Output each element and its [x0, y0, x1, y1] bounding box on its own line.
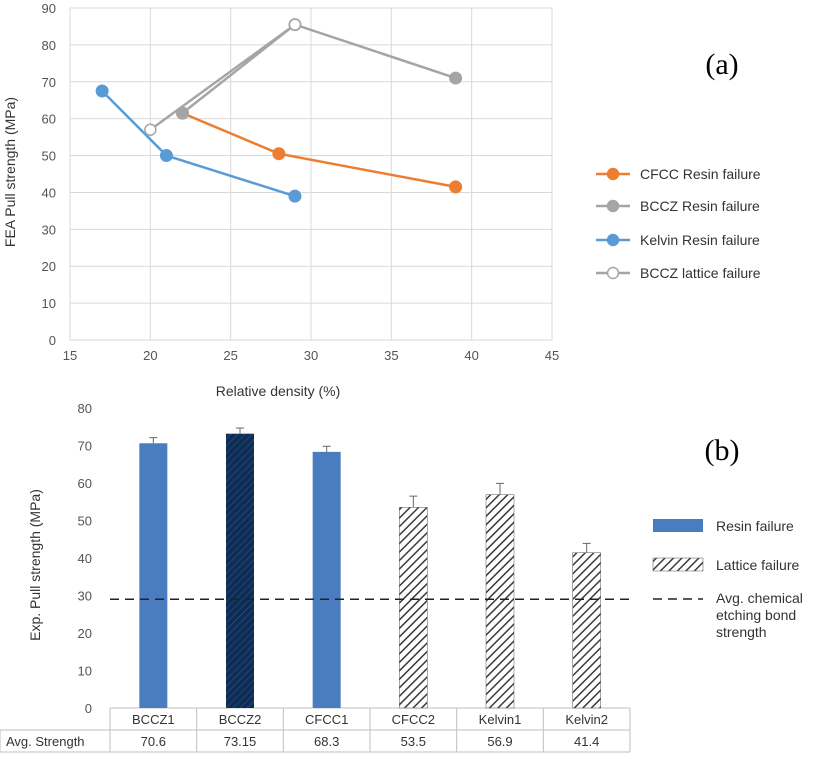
- chart-a-y-axis-label: FEA Pull strength (MPa): [2, 97, 18, 247]
- y-tick-label: 50: [42, 149, 56, 164]
- series-line-4: [149, 23, 296, 131]
- x-tick-label: 20: [143, 348, 157, 363]
- legend-swatch-lattice: [652, 557, 704, 572]
- table-value: 70.6: [141, 734, 166, 749]
- y-tick-label: 20: [42, 259, 56, 274]
- legend-label-line: etching bond: [716, 607, 796, 623]
- x-tick-label: 30: [304, 348, 318, 363]
- y-tick-label: 40: [78, 551, 92, 566]
- y-tick-label: 60: [42, 112, 56, 127]
- table-row-label: Avg. Strength: [6, 734, 85, 749]
- legend-label: Kelvin Resin failure: [640, 232, 760, 248]
- legend-marker: [606, 167, 620, 181]
- y-tick-label: 10: [78, 664, 92, 679]
- legend-label: Resin failure: [716, 518, 794, 534]
- y-tick-label: 70: [42, 75, 56, 90]
- category-label: CFCC1: [305, 712, 348, 727]
- data-point: [95, 84, 109, 98]
- series-line-3: [101, 90, 296, 198]
- chart-b-bars: [139, 427, 601, 709]
- y-tick-label: 60: [78, 476, 92, 491]
- chart-a-tick-labels: 15 20 25 30 35 40 45 0 10 20 30 40 50 60 70 80 90: [42, 1, 560, 363]
- legend-label: BCCZ lattice failure: [640, 265, 761, 281]
- chart-b: 0 10 20 30 40 50 60 70 80 Exp. Pull strength (MP…: [0, 401, 803, 753]
- legend-swatch-resin: [653, 519, 703, 532]
- chart-b-data-table: BCCZ1 70.6 BCCZ2 73.15 CFCC1 68.3 CFCC2 53.5 Kel…: [0, 708, 631, 753]
- x-tick-label: 45: [545, 348, 559, 363]
- chart-a-x-axis-label: Relative density (%): [216, 383, 341, 399]
- data-point: [288, 18, 302, 31]
- data-point: [288, 189, 302, 203]
- table-value: 73.15: [224, 734, 257, 749]
- legend-label: BCCZ Resin failure: [640, 198, 760, 214]
- bar-CFCC2: [399, 507, 428, 709]
- legend-label: CFCC Resin failure: [640, 166, 761, 182]
- y-tick-label: 40: [42, 185, 56, 200]
- category-label: Kelvin1: [479, 712, 522, 727]
- series-line-1: [181, 111, 456, 189]
- legend-label-line: Avg. chemical: [716, 590, 803, 606]
- x-tick-label: 25: [223, 348, 237, 363]
- data-point: [449, 180, 463, 194]
- data-point: [159, 149, 173, 163]
- chart-a-legend: CFCC Resin failure BCCZ Resin failure Kelv…: [596, 166, 761, 281]
- y-tick-label: 50: [78, 514, 92, 529]
- y-tick-label: 70: [78, 439, 92, 454]
- chart-a: 15 20 25 30 35 40 45 0 10 20 30 40 50 60 70 80 90 Relati…: [2, 1, 761, 399]
- bar-BCCZ1: [139, 443, 168, 708]
- y-tick-label: 80: [78, 401, 92, 416]
- data-point: [144, 123, 157, 136]
- legend-label: Avg. chemical etching bond strength: [716, 590, 803, 640]
- bar-Kelvin2: [572, 552, 601, 709]
- chart-b-legend: Resin failure Lattice failure Avg. chemica…: [652, 518, 803, 640]
- chart-b-panel-label: (b): [705, 434, 740, 467]
- chart-b-y-axis-label: Exp. Pull strength (MPa): [27, 489, 43, 641]
- x-tick-label: 40: [464, 348, 478, 363]
- y-tick-label: 20: [78, 626, 92, 641]
- series-line-2: [181, 23, 456, 115]
- legend-label: Lattice failure: [716, 557, 799, 573]
- category-label: CFCC2: [392, 712, 435, 727]
- legend-marker: [606, 199, 620, 213]
- data-point: [272, 147, 286, 161]
- chart-a-series: [95, 18, 463, 203]
- chart-a-gridlines: [69, 7, 553, 341]
- y-tick-label: 80: [42, 38, 56, 53]
- legend-marker: [606, 266, 620, 280]
- bar-Kelvin1: [485, 494, 515, 709]
- category-label: BCCZ1: [132, 712, 175, 727]
- category-label: BCCZ2: [219, 712, 262, 727]
- x-tick-label: 35: [384, 348, 398, 363]
- legend-marker: [606, 233, 620, 247]
- x-tick-label: 15: [63, 348, 77, 363]
- data-point: [449, 71, 463, 85]
- y-tick-label: 0: [85, 701, 92, 716]
- y-tick-label: 0: [49, 333, 56, 348]
- legend-label-line: strength: [716, 624, 767, 640]
- y-tick-label: 30: [42, 222, 56, 237]
- table-value: 68.3: [314, 734, 339, 749]
- table-value: 41.4: [574, 734, 599, 749]
- bar-CFCC1: [312, 451, 341, 708]
- table-value: 56.9: [487, 734, 512, 749]
- y-tick-label: 30: [78, 589, 92, 604]
- bar-BCCZ2: [226, 433, 254, 708]
- category-label: Kelvin2: [565, 712, 608, 727]
- y-tick-label: 10: [42, 296, 56, 311]
- table-value: 53.5: [401, 734, 426, 749]
- chart-a-panel-label: (a): [705, 48, 738, 81]
- y-tick-label: 90: [42, 1, 56, 16]
